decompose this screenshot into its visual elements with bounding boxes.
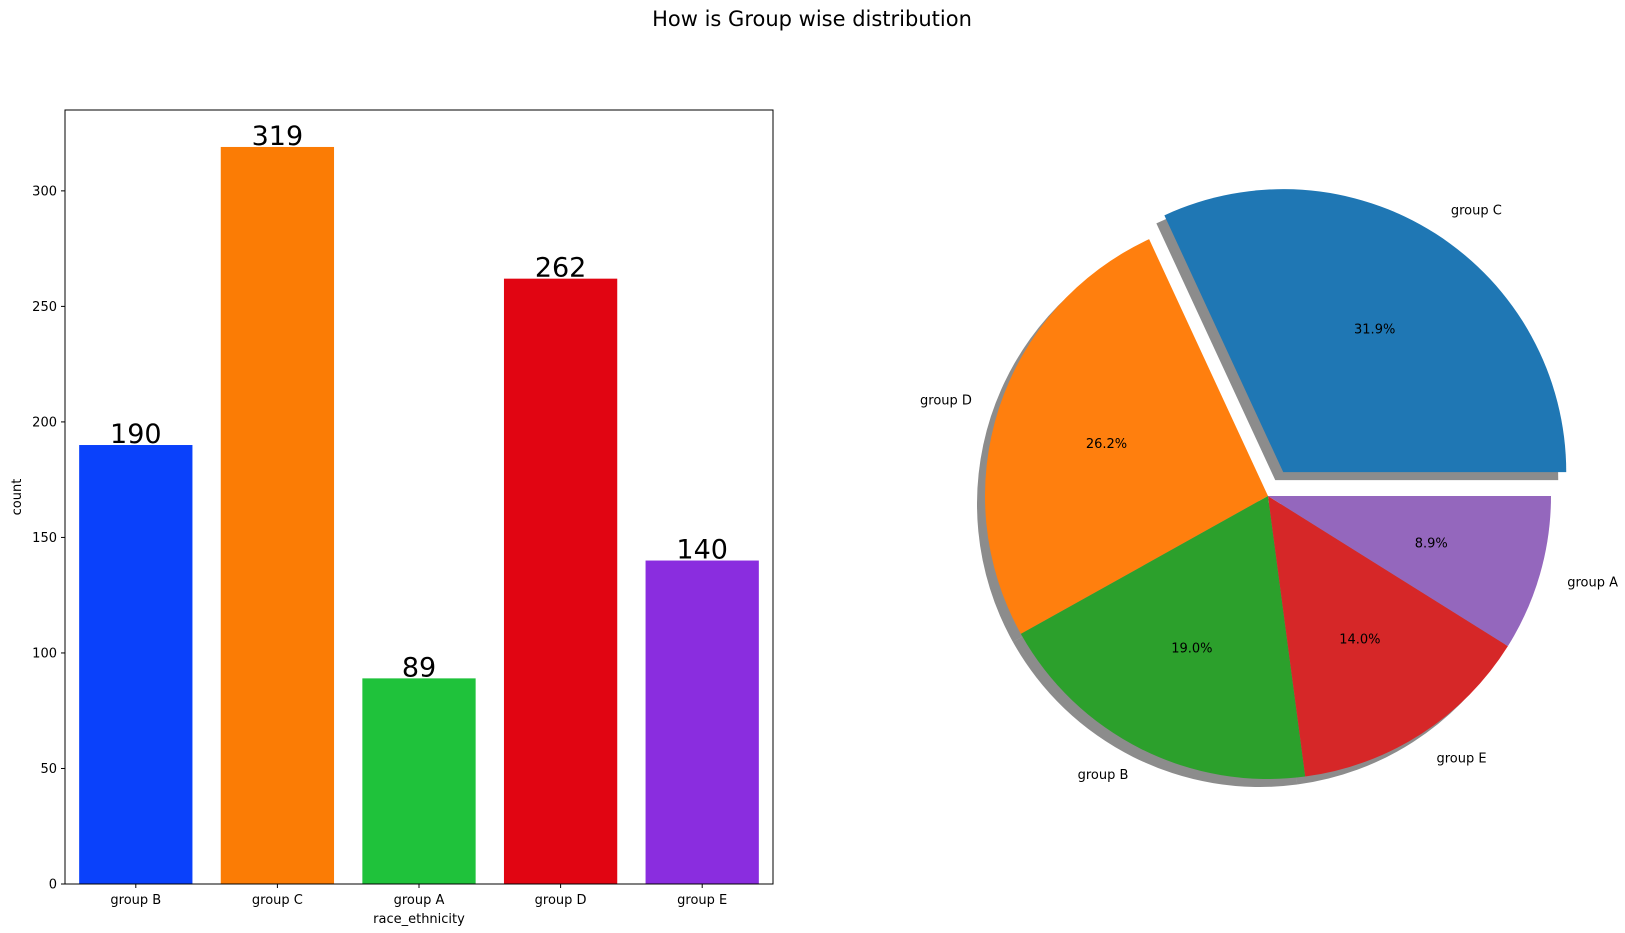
y-tick-label: 100 — [32, 646, 57, 661]
pie-chart: group C group D group B group E group A 31.9… — [920, 189, 1618, 787]
bar-data-label: 89 — [402, 652, 436, 683]
pie-category-label: group C — [1451, 203, 1502, 218]
pie-labels: group C group D group B group E group A — [920, 203, 1618, 782]
bar-y-axis-ticks: 0 50 100 150 200 250 300 — [32, 184, 65, 893]
pie-percent-label: 8.9% — [1415, 536, 1448, 551]
bar-group-B — [79, 445, 193, 884]
pie-wedge-group-A — [1268, 496, 1551, 647]
y-tick-label: 300 — [32, 184, 57, 199]
x-tick-label: group E — [677, 893, 727, 908]
y-tick-label: 200 — [32, 415, 57, 430]
pie-wedges — [985, 189, 1567, 779]
bar-data-label: 262 — [535, 253, 587, 284]
figure-suptitle: How is Group wise distribution — [652, 7, 972, 31]
bar-group-E — [645, 560, 759, 884]
bar-data-labels: 190 319 89 262 140 — [110, 121, 728, 683]
pie-category-label: group B — [1078, 768, 1129, 783]
y-tick-label: 150 — [32, 531, 57, 546]
pie-category-label: group A — [1567, 575, 1618, 590]
x-tick-label: group B — [110, 893, 161, 908]
bar-y-axis-label: count — [10, 479, 25, 516]
pie-wedge-group-C — [1164, 189, 1567, 473]
pie-percent-label: 19.0% — [1171, 641, 1212, 656]
bar-x-axis-ticks: group B group C group A group D group E — [110, 884, 727, 908]
y-tick-label: 50 — [40, 762, 57, 777]
bar-chart: 190 319 89 262 140 0 50 100 150 200 250 300 group … — [10, 109, 774, 927]
pie-wedge-group-E — [1268, 496, 1508, 777]
pie-wedge-group-D — [985, 239, 1268, 634]
bar-group-A — [362, 678, 476, 884]
bar-group-C — [220, 146, 335, 884]
pie-category-label: group E — [1436, 751, 1486, 766]
bar-series — [79, 146, 759, 884]
x-tick-label: group C — [252, 893, 303, 908]
y-tick-label: 0 — [49, 878, 57, 893]
x-tick-label: group A — [394, 893, 445, 908]
bar-x-axis-label: race_ethnicity — [373, 912, 465, 927]
y-tick-label: 250 — [32, 300, 57, 315]
pie-wedge-group-B — [1020, 496, 1306, 779]
pie-percent-labels: 31.9% 26.2% 19.0% 14.0% 8.9% — [1086, 323, 1448, 657]
bar-data-label: 319 — [252, 121, 304, 152]
pie-percent-label: 14.0% — [1339, 632, 1380, 647]
x-tick-label: group D — [535, 893, 587, 908]
pie-category-label: group D — [920, 393, 972, 408]
pie-percent-label: 26.2% — [1086, 437, 1127, 452]
bar-group-D — [503, 278, 618, 884]
bar-data-label: 140 — [676, 535, 728, 566]
pie-percent-label: 31.9% — [1354, 323, 1395, 338]
bar-data-label: 190 — [110, 419, 162, 450]
